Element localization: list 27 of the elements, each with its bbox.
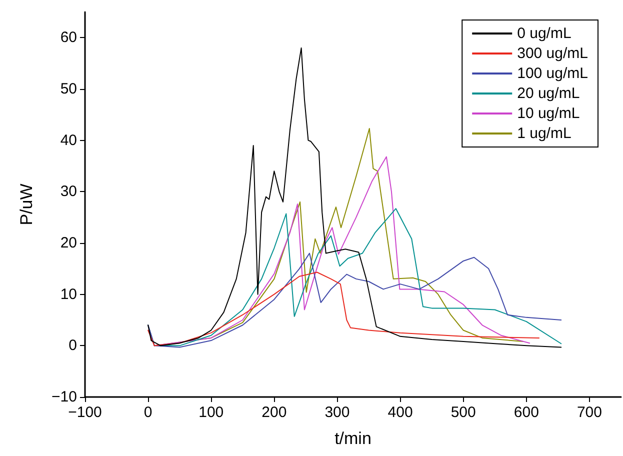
x-tick-label: −100 bbox=[68, 404, 102, 421]
x-tick-label: 0 bbox=[144, 404, 152, 421]
y-tick-label: 30 bbox=[60, 183, 77, 200]
line-series bbox=[148, 252, 562, 348]
y-tick-label: 60 bbox=[60, 29, 77, 46]
y-tick-label: −10 bbox=[52, 388, 77, 406]
y-tick-label: 40 bbox=[60, 132, 77, 149]
legend-label: 1 ug/mL bbox=[517, 125, 572, 142]
x-tick-label: 700 bbox=[576, 404, 602, 421]
y-tick-label: 20 bbox=[60, 234, 77, 252]
legend-label: 100 ug/mL bbox=[517, 65, 588, 82]
x-axis-title: t/min bbox=[334, 429, 372, 448]
x-tick-label: 500 bbox=[450, 404, 476, 421]
legend-label: 300 ug/mL bbox=[517, 45, 588, 62]
x-tick-label: 600 bbox=[514, 404, 539, 421]
y-tick-label: 50 bbox=[60, 80, 77, 98]
legend-label: 20 ug/mL bbox=[517, 85, 580, 102]
x-tick-label: 300 bbox=[324, 404, 350, 421]
y-axis-title: P/uW bbox=[17, 184, 36, 226]
x-tick-label: 100 bbox=[198, 404, 224, 421]
line-series bbox=[148, 272, 540, 346]
x-tick-label: 400 bbox=[388, 404, 413, 421]
legend-label: 10 ug/mL bbox=[517, 105, 580, 122]
y-tick-label: 0 bbox=[68, 337, 77, 354]
legend-label: 0 ug/mL bbox=[517, 25, 572, 42]
x-tick-label: 200 bbox=[262, 404, 287, 421]
y-tick-label: 10 bbox=[60, 286, 77, 303]
